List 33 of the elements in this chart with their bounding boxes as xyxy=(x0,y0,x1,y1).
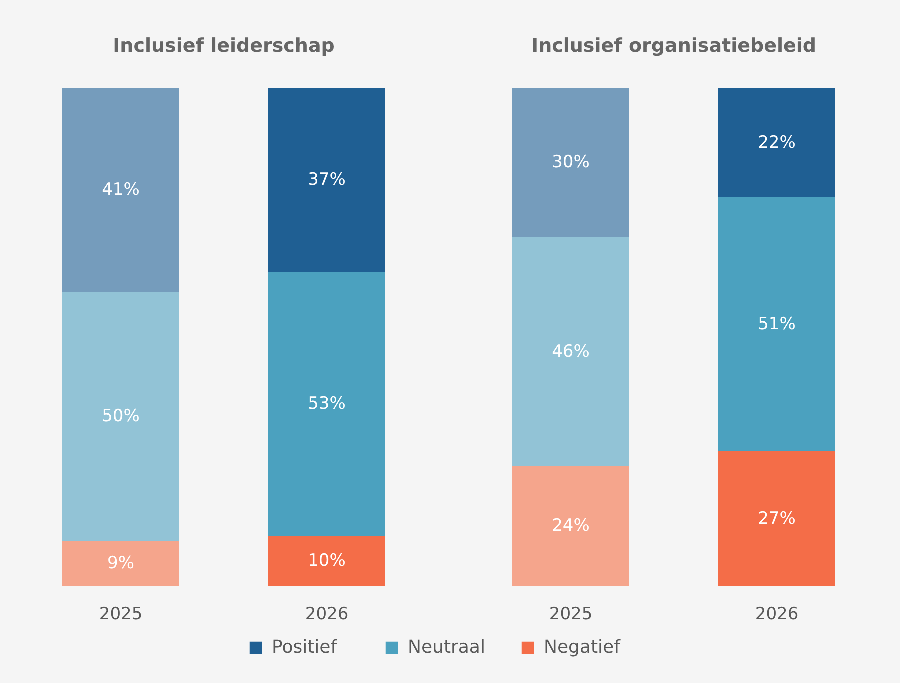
legend-label: Positief xyxy=(272,637,338,658)
x-tick-label: 2026 xyxy=(305,604,349,624)
bar xyxy=(62,541,180,586)
data-label: 27% xyxy=(758,508,796,529)
data-label: 10% xyxy=(308,551,346,572)
chart-title: Inclusief leiderschap xyxy=(113,35,335,57)
bar xyxy=(268,536,386,586)
data-label: 9% xyxy=(108,554,134,574)
x-tick-label: 2026 xyxy=(755,604,799,624)
bar xyxy=(62,292,180,542)
bar xyxy=(718,198,836,452)
bar xyxy=(268,88,386,272)
data-label: 22% xyxy=(758,132,796,153)
data-label: 51% xyxy=(758,314,796,335)
data-label: 41% xyxy=(102,180,140,200)
bar xyxy=(512,88,630,238)
x-tick-label: 2025 xyxy=(549,604,593,624)
bar xyxy=(512,237,630,466)
chart-title: Inclusief organisatiebeleid xyxy=(532,35,816,57)
data-label: 46% xyxy=(552,342,590,362)
bar xyxy=(718,88,836,198)
bar xyxy=(268,272,386,536)
data-label: 50% xyxy=(102,406,140,427)
legend-label: Negatief xyxy=(544,637,622,658)
x-tick-label: 2025 xyxy=(99,604,143,624)
bar xyxy=(62,88,180,292)
bar xyxy=(718,452,836,586)
bar xyxy=(512,466,630,586)
legend-label: Neutraal xyxy=(408,637,486,658)
data-label: 53% xyxy=(308,394,346,414)
data-label: 37% xyxy=(308,170,346,190)
data-label: 30% xyxy=(552,152,590,173)
data-label: 24% xyxy=(552,516,590,536)
